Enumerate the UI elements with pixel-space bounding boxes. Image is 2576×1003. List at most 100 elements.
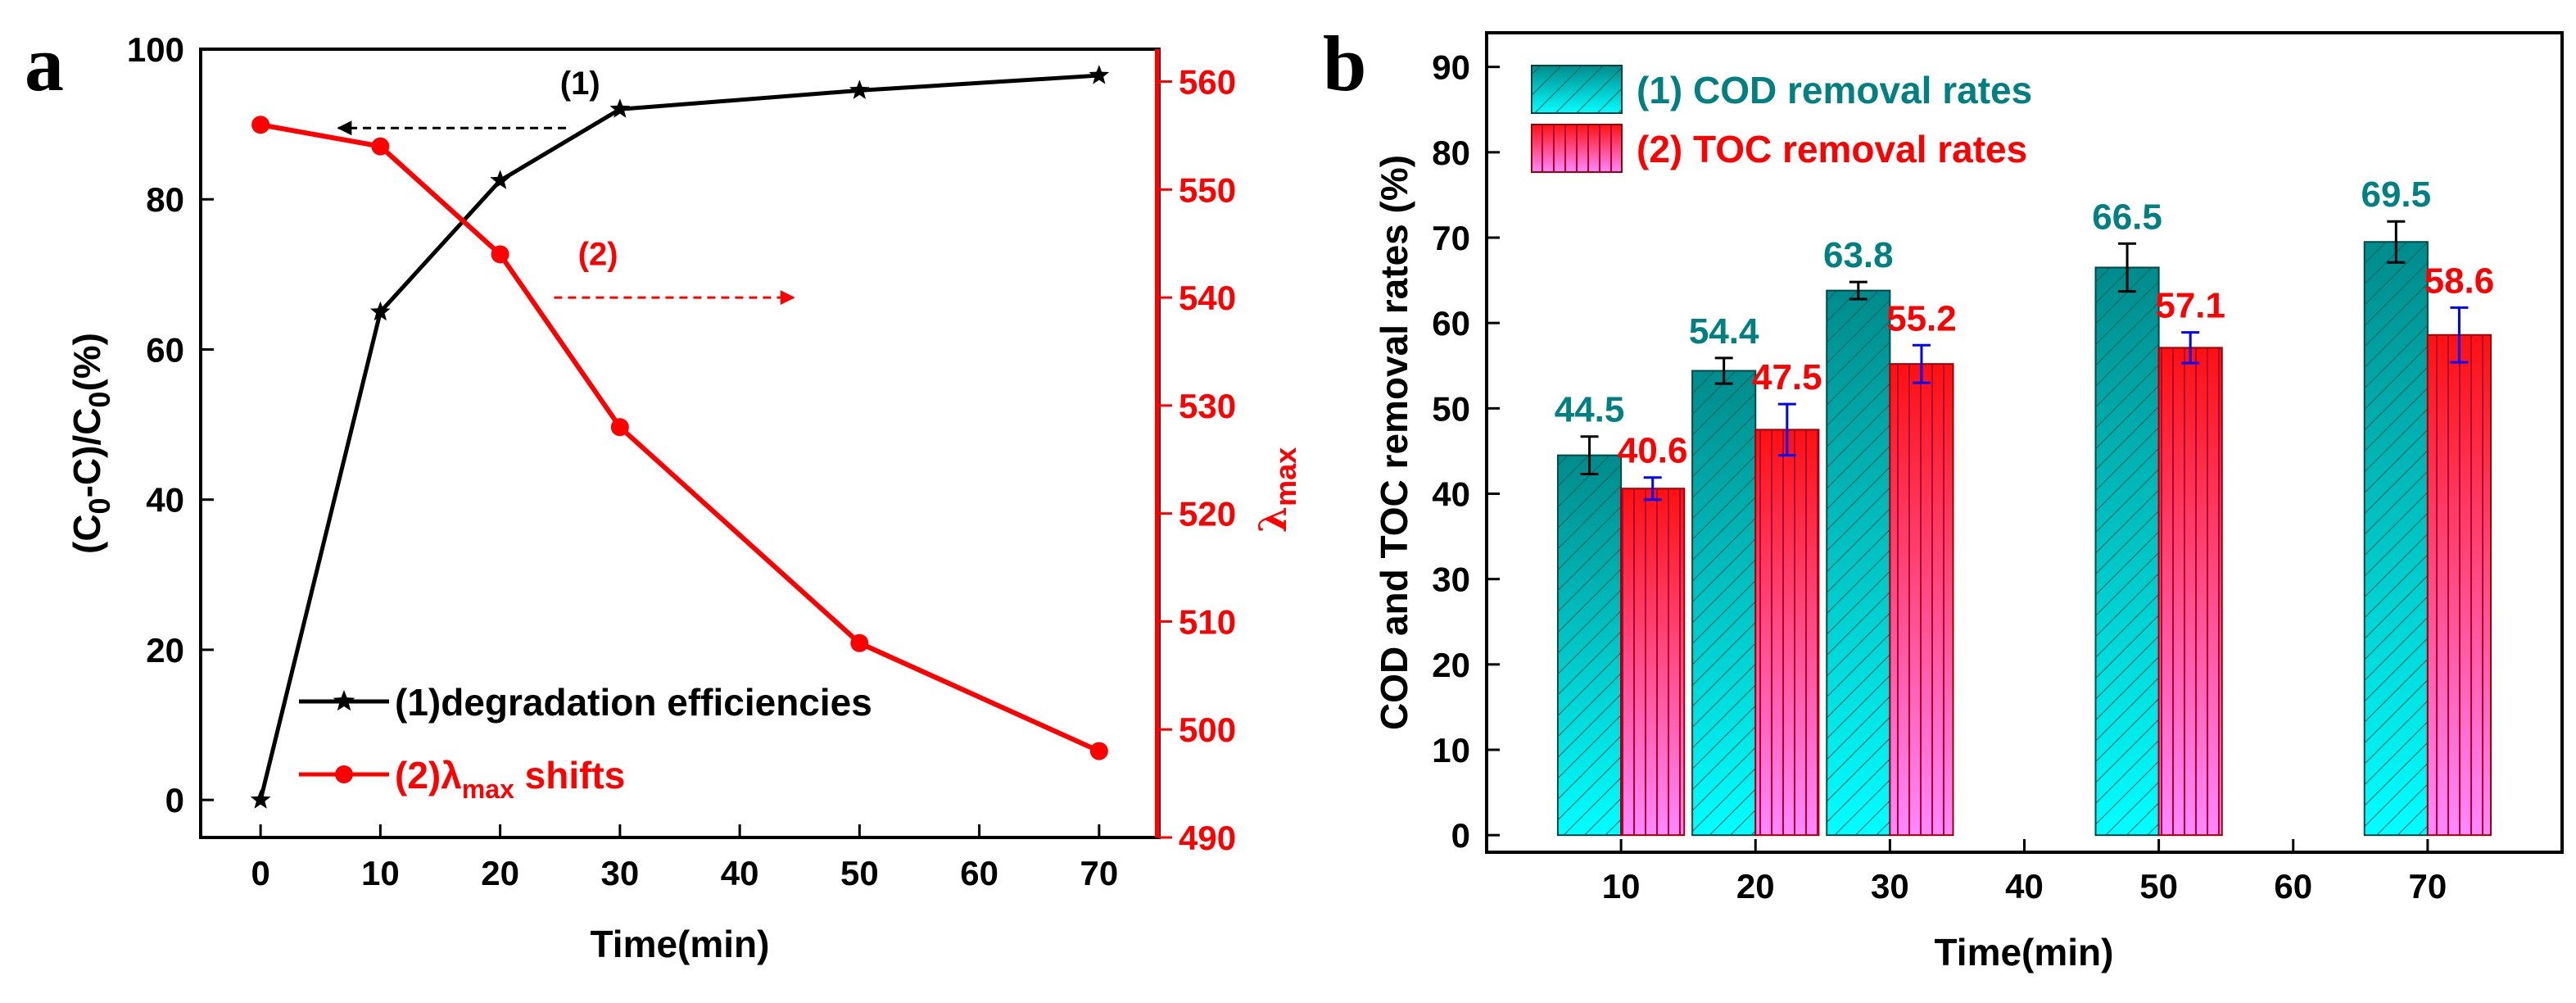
x-tick-label: 40 — [2005, 867, 2044, 905]
annotation-2-label: (2) — [578, 237, 618, 273]
panel-a-annotations: (1) (2) — [337, 66, 795, 306]
y-tick-label: 80 — [146, 180, 184, 219]
y-tick-label: 0 — [1451, 816, 1470, 855]
y-tick-label: 90 — [1432, 48, 1470, 87]
cod-bar-hatch — [1557, 455, 1622, 836]
cod-data-label: 54.4 — [1689, 311, 1759, 352]
legend-lambda-circle-marker — [335, 765, 353, 783]
panel-b-letter: b — [1323, 20, 1366, 107]
legend-toc-swatch-hatch — [1532, 125, 1622, 172]
panel-a-legend: (1)degradation efficiencies (2)λmax shif… — [299, 681, 872, 804]
degradation-point — [609, 98, 631, 118]
y-tick-label: 40 — [1432, 475, 1470, 514]
x-tick-label: 70 — [2409, 867, 2447, 905]
toc-bar-hatch — [1755, 429, 1819, 836]
y-tick-label: 80 — [1432, 134, 1470, 172]
x-tick-label: 20 — [1736, 867, 1775, 905]
toc-data-label: 47.5 — [1752, 357, 1822, 397]
panel-b-bars — [1556, 241, 2492, 837]
degradation-point — [1089, 65, 1110, 84]
legend-lambda-label: (2)λmax shifts — [395, 754, 625, 804]
y-tick-label: 20 — [1432, 646, 1470, 684]
panel-a-chart: a (1) (2) 0 10 20 30 40 50 60 70 0 20 40 60 80 100 4… — [25, 20, 1302, 965]
lambda-point — [251, 116, 270, 134]
degradation-line — [258, 73, 1100, 801]
degradation-point — [250, 789, 271, 809]
y-tick-label: 0 — [165, 781, 184, 819]
toc-bar-hatch — [2427, 334, 2492, 836]
legend-cod-label: (1) COD removal rates — [1637, 69, 2032, 111]
annotation-1-label: (1) — [560, 66, 600, 102]
panel-b-y-ticks: 0 10 20 30 40 50 60 70 80 90 — [1432, 48, 1500, 855]
degradation-point — [849, 79, 870, 99]
panel-b-x-ticks: 10 20 30 40 50 60 70 — [1602, 839, 2447, 905]
panel-b-x-axis-title: Time(min) — [1935, 931, 2114, 974]
lambda-max-series — [251, 116, 1108, 760]
toc-data-label: 57.1 — [2155, 286, 2225, 326]
x-tick-label: 30 — [1871, 867, 1909, 905]
x-tick-label: 10 — [1602, 867, 1641, 905]
y2-tick-label: 560 — [1179, 63, 1236, 102]
panel-a-y2-ticks: 490 500 510 520 530 540 550 560 — [1159, 63, 1236, 857]
toc-data-label: 55.2 — [1886, 298, 1957, 338]
toc-bar-hatch — [1621, 488, 1685, 836]
panel-a-y-axis-title: (C0-C)/C0(%) — [66, 333, 116, 554]
y2-tick-label: 500 — [1179, 710, 1236, 749]
y2-tick-label: 540 — [1179, 279, 1236, 317]
lambda-point — [610, 418, 629, 437]
panel-b-data-labels: 44.540.6 54.4 47.5 63.8 55.2 66.5 57.1 69.5 58.6 — [1555, 175, 2495, 471]
panel-a-y-ticks: 0 20 40 60 80 100 — [127, 30, 214, 819]
x-tick-label: 50 — [840, 854, 879, 892]
y-tick-label: 50 — [1432, 389, 1470, 428]
y2-tick-label: 520 — [1179, 495, 1236, 533]
degradation-point — [370, 301, 391, 321]
panel-a-letter: a — [25, 20, 64, 107]
toc-bar-hatch — [2158, 347, 2222, 836]
toc-data-label: 58.6 — [2424, 261, 2495, 301]
panel-b-y-axis-title: COD and TOC removal rates (%) — [1373, 155, 1415, 730]
legend-degradation-label: (1)degradation efficiencies — [395, 681, 872, 724]
cod-data-label: 66.5 — [2092, 197, 2162, 237]
y2-tick-label: 490 — [1179, 819, 1236, 857]
x-tick-label: 0 — [251, 854, 269, 892]
x-tick-label: 60 — [2274, 867, 2312, 905]
y2-tick-label: 550 — [1179, 170, 1236, 209]
x-tick-label: 10 — [361, 854, 400, 892]
y2-tick-label: 510 — [1179, 602, 1236, 641]
cod-data-label: 44.5 — [1555, 390, 1625, 430]
cod-bar-hatch — [1827, 290, 1890, 836]
cod-data-label: 69.5 — [2361, 175, 2431, 215]
degradation-point — [490, 170, 510, 189]
lambda-point — [371, 137, 390, 156]
legend-degradation-star-marker — [333, 690, 355, 711]
cod-bar-hatch — [1692, 370, 1756, 836]
legend-toc-label: (2) TOC removal rates — [1637, 128, 2027, 170]
cod-bar-hatch — [2095, 267, 2159, 836]
toc-bar-hatch — [1890, 364, 1954, 836]
y-tick-label: 20 — [146, 631, 184, 669]
x-tick-label: 70 — [1080, 854, 1119, 892]
x-tick-label: 50 — [2139, 867, 2178, 905]
cod-bar-hatch — [2364, 242, 2428, 836]
panel-a-x-axis-title: Time(min) — [591, 923, 770, 965]
y-tick-label: 60 — [146, 330, 184, 369]
y-tick-label: 10 — [1432, 731, 1470, 769]
panel-b-legend: (1) COD removal rates (2) TOC removal ra… — [1531, 65, 2032, 173]
toc-data-label: 40.6 — [1618, 431, 1688, 471]
y-tick-label: 60 — [1432, 304, 1470, 343]
panel-b-chart: b 44.540.6 54.4 47.5 63.8 55.2 66.5 57.1 69.5 58… — [1323, 20, 2564, 974]
panel-a-y2-axis-title: λmax — [1251, 447, 1302, 533]
x-tick-label: 20 — [481, 854, 519, 892]
y2-tick-label: 530 — [1179, 387, 1236, 425]
x-tick-label: 30 — [601, 854, 640, 892]
cod-data-label: 63.8 — [1823, 235, 1894, 275]
y-tick-label: 40 — [146, 481, 184, 520]
x-tick-label: 60 — [960, 854, 998, 892]
y-tick-label: 70 — [1432, 219, 1470, 257]
lambda-point — [491, 245, 509, 264]
y-tick-label: 30 — [1432, 560, 1470, 599]
lambda-line — [260, 122, 1101, 754]
degradation-efficiency-series — [250, 65, 1110, 809]
panel-a-x-ticks: 0 10 20 30 40 50 60 70 — [251, 824, 1118, 892]
